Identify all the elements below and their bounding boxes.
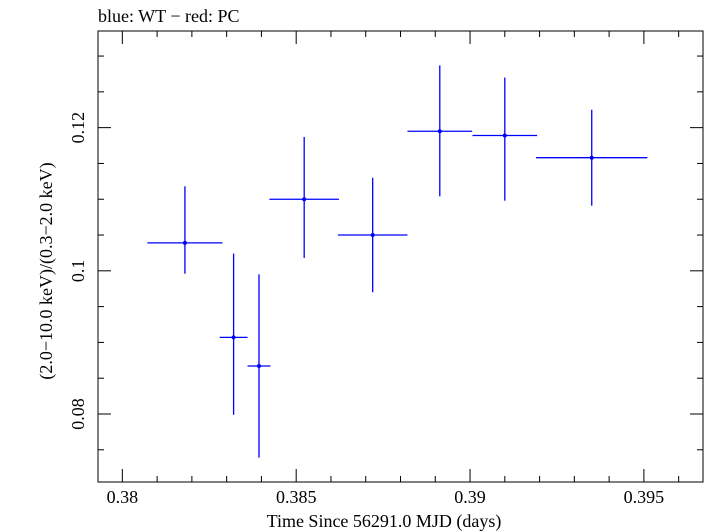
y-tick-label: 0.12	[68, 112, 88, 143]
x-tick-label: 0.385	[276, 487, 317, 507]
data-point	[269, 136, 339, 258]
point-marker	[370, 233, 375, 238]
data-point	[147, 186, 223, 274]
point-marker	[256, 364, 261, 369]
x-axis-label: Time Since 56291.0 MJD (days)	[267, 511, 502, 532]
y-tick-label: 0.1	[68, 260, 88, 283]
x-tick-label: 0.395	[624, 487, 665, 507]
point-marker	[589, 155, 594, 160]
data-point	[407, 65, 473, 197]
tick-labels: 0.38 0.385 0.39 0.395 0.08 0.1 0.12	[68, 112, 664, 507]
data-point	[472, 77, 538, 201]
data-point	[536, 109, 648, 206]
plot-frame	[97, 30, 704, 483]
point-marker	[502, 133, 507, 138]
data-point	[247, 274, 271, 458]
point-marker	[437, 129, 442, 134]
chart-title: blue: WT − red: PC	[98, 6, 239, 26]
data-point	[219, 253, 248, 415]
data-point	[337, 177, 408, 293]
point-marker	[302, 197, 307, 202]
x-tick-label: 0.39	[454, 487, 486, 507]
point-marker	[182, 240, 187, 245]
x-tick-label: 0.38	[107, 487, 139, 507]
point-marker	[231, 335, 236, 340]
y-axis-label: (2.0−10.0 keV)/(0.3−2.0 keV)	[36, 162, 57, 379]
data-points	[147, 65, 648, 458]
y-tick-label: 0.08	[68, 398, 88, 430]
axis-ticks	[98, 31, 703, 482]
